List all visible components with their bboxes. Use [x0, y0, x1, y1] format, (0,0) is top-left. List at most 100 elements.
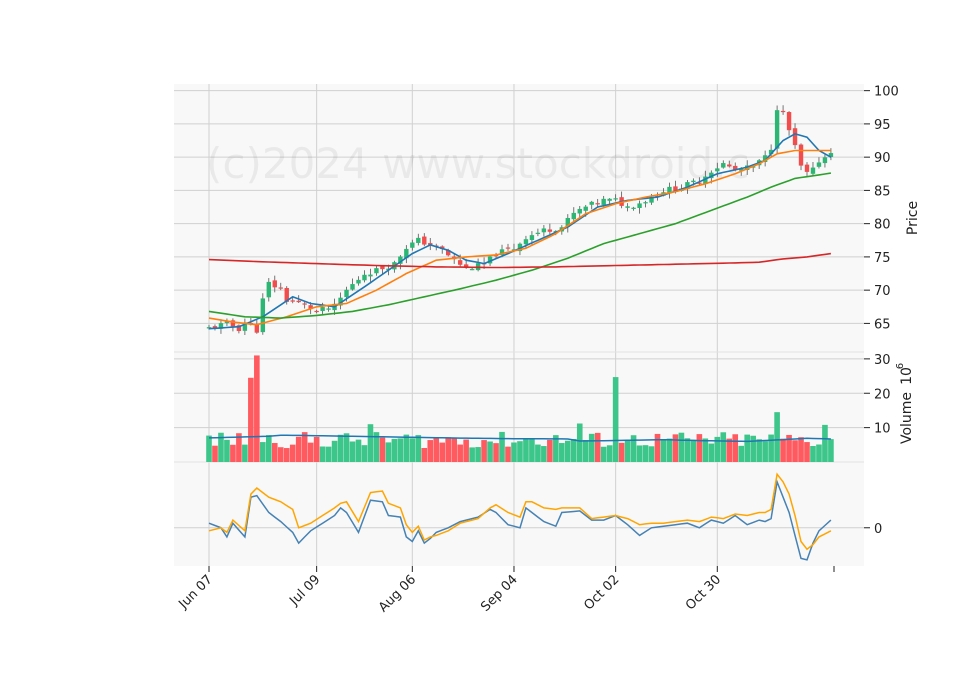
x-tick-label: Jun 07	[176, 572, 216, 612]
volume-bar	[720, 432, 727, 462]
candle-body	[613, 198, 618, 200]
volume-bar	[427, 440, 434, 462]
volume-bar	[582, 440, 589, 462]
candle-body	[469, 269, 475, 271]
candle-body	[780, 110, 786, 113]
candle-body	[278, 287, 283, 289]
volume-bar	[547, 439, 553, 462]
volume-bar	[379, 437, 386, 462]
volume-bar	[397, 438, 404, 462]
volume-bar	[792, 440, 798, 462]
volume-bar	[289, 444, 296, 462]
moving-average-line	[208, 133, 832, 330]
volume-bar	[798, 437, 804, 462]
osc-y-tick-label: 0	[874, 522, 882, 537]
volume-bar	[343, 433, 350, 462]
volume-bar	[475, 447, 481, 462]
volume-bar	[541, 446, 547, 462]
candle-body	[260, 298, 266, 333]
candle-body	[218, 323, 224, 329]
candle-body	[721, 163, 726, 168]
price-series	[206, 105, 834, 335]
candle-body	[404, 248, 409, 259]
candle-body	[685, 182, 690, 190]
price-y-tick-label: 65	[874, 317, 891, 332]
candle-body	[607, 198, 612, 201]
candle-body	[344, 289, 349, 298]
candle-body	[703, 176, 708, 184]
volume-bar	[254, 355, 260, 462]
x-tick-label: Oct 30	[683, 572, 724, 613]
price-y-tick-label: 95	[874, 118, 891, 133]
candle-body	[733, 165, 738, 170]
candle-body	[631, 207, 636, 209]
candle-body	[254, 325, 260, 333]
volume-bar	[463, 439, 469, 462]
candle-body	[643, 202, 648, 204]
volume-axis-label: Volume	[899, 392, 915, 444]
candle-body	[368, 274, 373, 277]
candle-body	[667, 186, 672, 194]
volume-bar	[606, 445, 613, 462]
volume-bar	[242, 444, 248, 462]
candle-body	[457, 260, 463, 265]
candle-body	[499, 249, 505, 255]
volume-y-tick-label: 10	[874, 422, 891, 437]
volume-bar	[224, 439, 230, 462]
candle-body	[583, 206, 588, 211]
price-y-tick-label: 80	[874, 218, 891, 233]
candle-body	[356, 279, 361, 284]
volume-bar	[822, 424, 828, 462]
candle-body	[266, 281, 271, 298]
volume-bar	[355, 439, 362, 462]
candle-body	[816, 162, 822, 167]
candle-body	[673, 186, 678, 191]
candle-body	[637, 203, 642, 208]
candle-body	[565, 217, 570, 227]
volume-bar	[768, 434, 774, 462]
candle-body	[487, 256, 493, 264]
candle-body	[822, 157, 828, 164]
volume-bar	[301, 432, 308, 462]
volume-bar	[373, 432, 380, 462]
candle-body	[774, 110, 780, 149]
candle-body	[398, 256, 403, 264]
candle-body	[446, 250, 451, 256]
volume-bar	[409, 438, 416, 462]
volume-bar	[307, 442, 314, 462]
moving-average-line	[208, 149, 831, 326]
volume-series	[206, 355, 834, 462]
moving-average-line	[208, 252, 832, 269]
candle-body	[709, 172, 714, 179]
candle-body	[804, 164, 810, 172]
volume-bar	[660, 439, 667, 462]
candle-body	[505, 247, 511, 249]
candle-body	[308, 305, 313, 310]
volume-bar	[283, 448, 290, 462]
volume-average-line	[208, 434, 831, 443]
candle-body	[517, 243, 523, 252]
volume-bar	[648, 446, 655, 462]
volume-bar	[654, 433, 661, 462]
volume-bar	[325, 446, 332, 462]
volume-bar	[666, 438, 673, 462]
candle-body	[768, 149, 774, 155]
volume-bar	[696, 434, 703, 462]
volume-bar	[313, 436, 320, 462]
candle-body	[338, 297, 343, 306]
volume-scale-base: 10	[899, 367, 915, 385]
volume-bar	[535, 444, 541, 462]
volume-bar	[624, 439, 631, 462]
candle-body	[272, 280, 277, 288]
volume-bar	[505, 446, 511, 462]
volume-bar	[672, 434, 679, 462]
candle-body	[601, 198, 606, 205]
candle-body	[374, 268, 379, 274]
volume-bar	[349, 441, 356, 462]
volume-bar	[690, 439, 697, 462]
candle-body	[230, 320, 236, 327]
volume-y-tick-label: 20	[874, 387, 891, 402]
volume-bar	[337, 434, 344, 462]
volume-bar	[618, 442, 625, 462]
volume-bar	[469, 447, 475, 462]
